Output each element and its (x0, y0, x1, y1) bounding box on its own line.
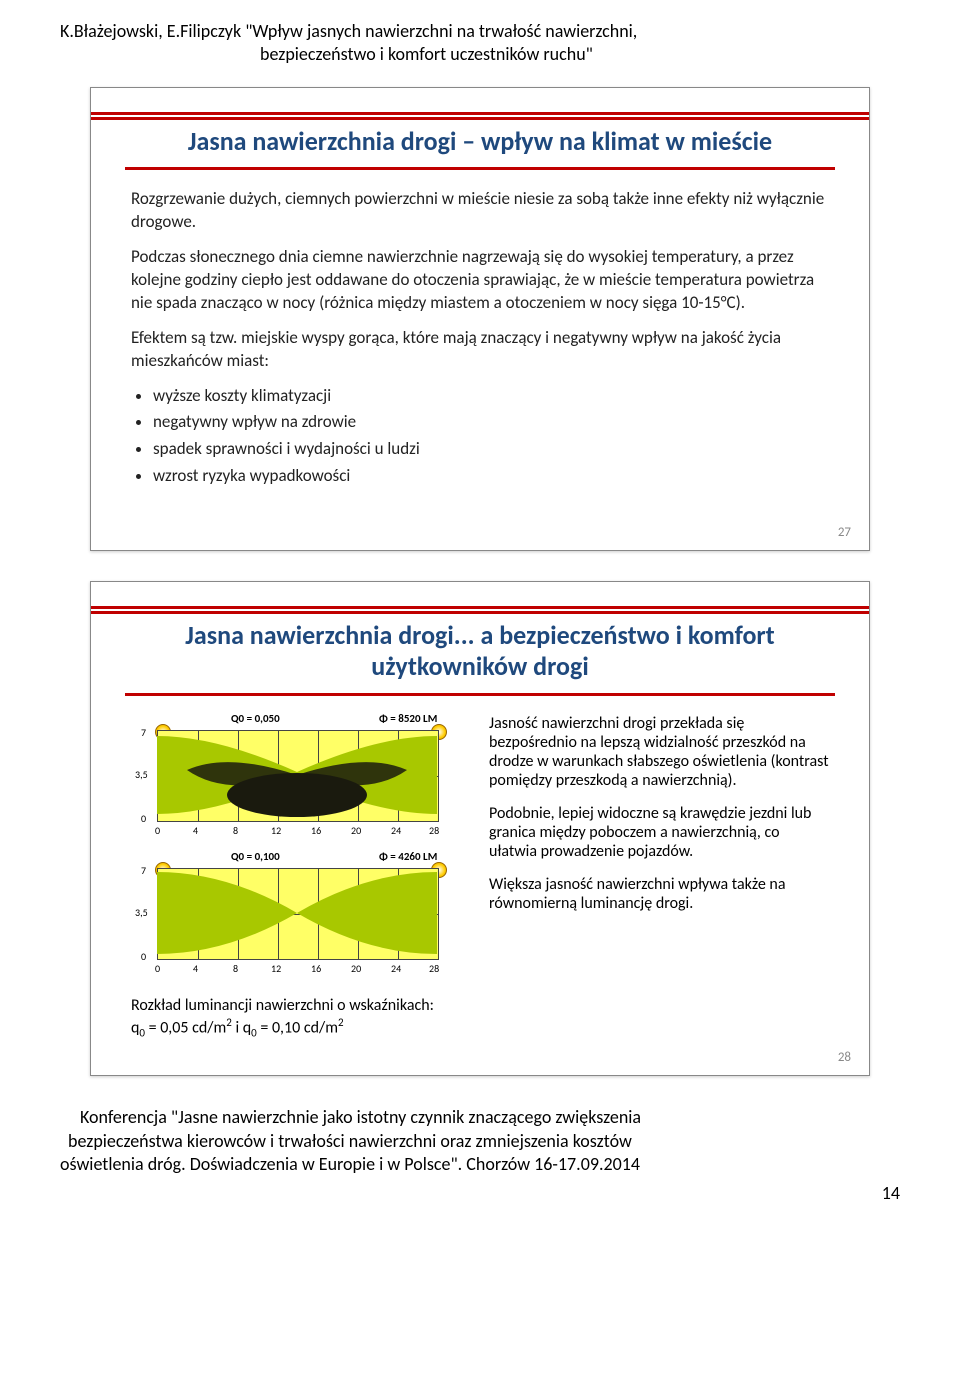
xlabel: 8 (233, 824, 238, 837)
chart-caption: Rozkład luminancji nawierzchni o wskaźni… (131, 996, 471, 1042)
xlabel: 4 (193, 824, 198, 837)
ylabel: 3,5 (135, 768, 148, 781)
footer-line1: Konferencja "Jasne nawierzchnie jako ist… (60, 1106, 641, 1128)
header-line1: K.Błażejowski, E.Filipczyk "Wpływ jasnyc… (60, 20, 637, 42)
slide-top-band (91, 606, 869, 609)
slide-top-band2 (91, 117, 869, 120)
slide-28-number: 28 (838, 1050, 851, 1065)
slide-27: Jasna nawierzchnia drogi – wpływ na klim… (90, 87, 870, 552)
chart-bot-panel: Q0 = 0,100 Φ = 4260 LM (131, 852, 471, 982)
slide-28-title: Jasna nawierzchnia drogi... a bezpieczeń… (131, 620, 829, 682)
slide-28: Jasna nawierzchnia drogi... a bezpieczeń… (90, 581, 870, 1076)
xlabel: 8 (233, 962, 238, 975)
slide-28-columns: Q0 = 0,050 Φ = 8520 LM (131, 714, 829, 1042)
slide-28-p2: Podobnie, lepiej widoczne są krawędzie j… (489, 804, 829, 861)
xlabel: 28 (429, 824, 439, 837)
xlabel: 16 (311, 824, 321, 837)
xlabel: 16 (311, 962, 321, 975)
slide-28-p1: Jasność nawierzchni drogi przekłada się … (489, 714, 829, 790)
chart-top-grid (157, 730, 439, 822)
slide-top-band2 (91, 611, 869, 614)
chart-top-panel: Q0 = 0,050 Φ = 8520 LM (131, 714, 471, 844)
caption-line1: Rozkład luminancji nawierzchni o wskaźni… (131, 996, 434, 1015)
xlabel: 20 (351, 824, 361, 837)
caption-sup: 2 (338, 1016, 344, 1029)
ylabel: 3,5 (135, 906, 148, 919)
bullet-1: wyższe koszty klimatyzacji (153, 385, 829, 408)
footer-line3: oświetlenia dróg. Doświadczenia w Europi… (60, 1153, 640, 1175)
luminance-charts: Q0 = 0,050 Φ = 8520 LM (131, 714, 471, 982)
chart-top-phi-label: Φ = 8520 LM (379, 712, 437, 725)
chart-bot-phi-label: Φ = 4260 LM (379, 850, 437, 863)
page-number: 14 (60, 1182, 900, 1204)
chart-bot-q0-label: Q0 = 0,100 (231, 850, 280, 863)
xlabel: 4 (193, 962, 198, 975)
xlabel: 20 (351, 962, 361, 975)
xlabel: 24 (391, 824, 401, 837)
caption-b: = 0,10 cd/m (257, 1019, 338, 1038)
xlabel: 28 (429, 962, 439, 975)
header-line2: bezpieczeństwo i komfort uczestników ruc… (60, 43, 593, 65)
ylabel: 7 (141, 726, 146, 739)
xlabel: 0 (155, 824, 160, 837)
ylabel: 0 (141, 950, 146, 963)
slide-27-number: 27 (838, 525, 851, 540)
chart-bot-grid (157, 868, 439, 960)
xlabel: 12 (271, 824, 281, 837)
ylabel: 7 (141, 864, 146, 877)
bullet-2: negatywny wpływ na zdrowie (153, 411, 829, 434)
slide-27-p3: Efektem są tzw. miejskie wyspy gorąca, k… (131, 327, 829, 373)
bullet-4: wzrost ryzyka wypadkowości (153, 465, 829, 488)
bullet-3: spadek sprawności i wydajności u ludzi (153, 438, 829, 461)
caption-a: = 0,05 cd/m (145, 1019, 226, 1038)
xlabel: 0 (155, 962, 160, 975)
slide-27-bullets: wyższe koszty klimatyzacji negatywny wpł… (153, 385, 829, 489)
chart-top-q0-label: Q0 = 0,050 (231, 712, 280, 725)
slide-28-p3: Większa jasność nawierzchni wpływa także… (489, 875, 829, 913)
document-footer: Konferencja "Jasne nawierzchnie jako ist… (60, 1106, 900, 1176)
slide-27-p1: Rozgrzewanie dużych, ciemnych powierzchn… (131, 188, 829, 234)
xlabel: 12 (271, 962, 281, 975)
ylabel: 0 (141, 812, 146, 825)
slide-title-rule (125, 167, 835, 170)
caption-mid: i q (232, 1019, 251, 1038)
slide-top-band (91, 112, 869, 115)
xlabel: 24 (391, 962, 401, 975)
footer-line2: bezpieczeństwa kierowców i trwałości naw… (60, 1130, 632, 1152)
document-header: K.Błażejowski, E.Filipczyk "Wpływ jasnyc… (60, 20, 900, 67)
slide-28-left-col: Q0 = 0,050 Φ = 8520 LM (131, 714, 471, 1042)
slide-title-rule (125, 693, 835, 696)
slide-27-title: Jasna nawierzchnia drogi – wpływ na klim… (131, 126, 829, 157)
slide-27-body: Rozgrzewanie dużych, ciemnych powierzchn… (131, 188, 829, 488)
slide-27-p2: Podczas słonecznego dnia ciemne nawierzc… (131, 246, 829, 315)
slide-28-right-col: Jasność nawierzchni drogi przekłada się … (489, 714, 829, 1042)
